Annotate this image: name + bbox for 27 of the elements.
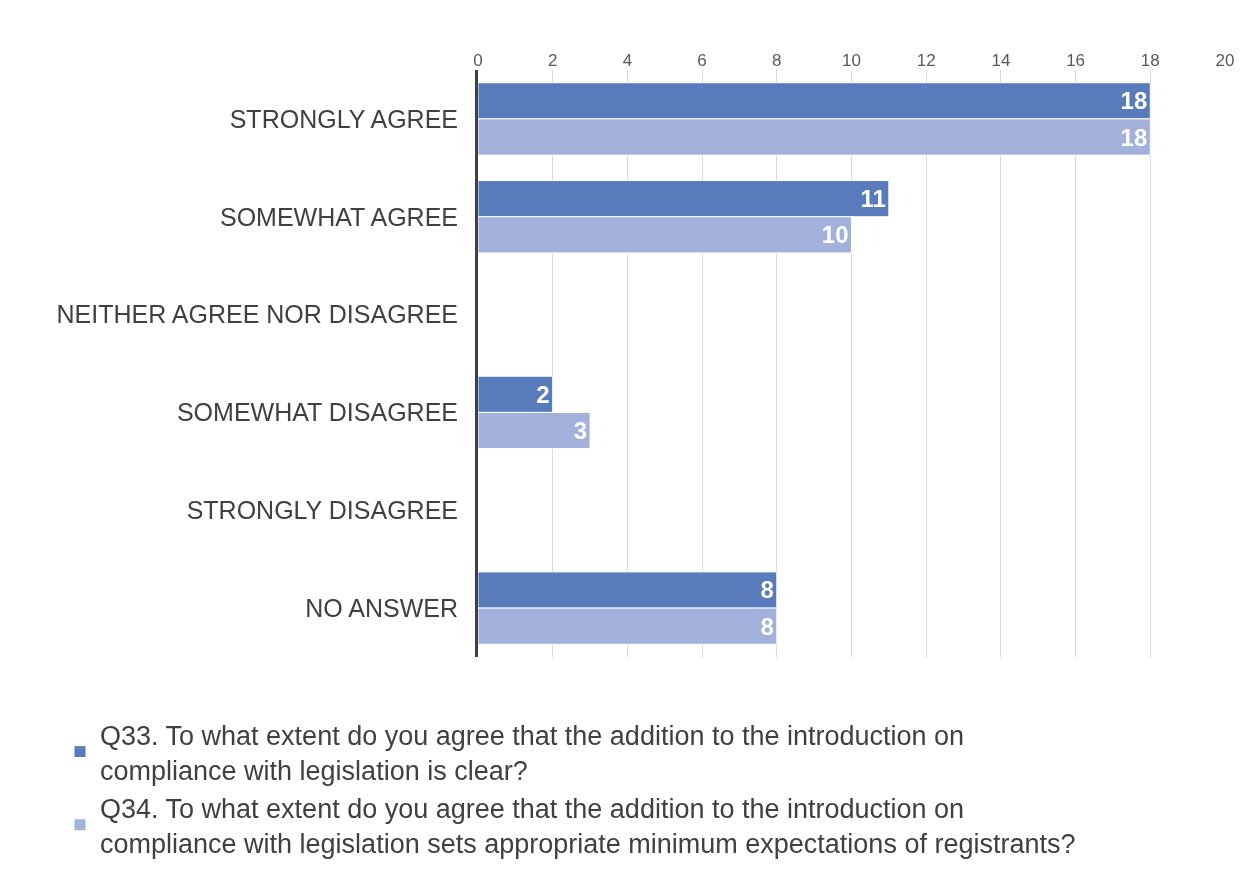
y-tick-label: SOMEWHAT DISAGREE: [176, 398, 458, 427]
y-tick-label: SOMEWHAT AGREE: [219, 202, 458, 231]
x-tick-label: 4: [622, 50, 633, 70]
data-label: 2: [536, 380, 550, 408]
data-label: 8: [760, 612, 774, 640]
x-tick-label: 16: [1066, 50, 1086, 70]
data-label: 8: [760, 576, 774, 604]
x-tick-label: 6: [697, 50, 707, 70]
x-tick-label: 0: [473, 50, 483, 70]
y-tick-label: NEITHER AGREE NOR DISAGREE: [56, 300, 458, 329]
data-label: 10: [821, 221, 849, 249]
data-label: 18: [1120, 123, 1148, 151]
x-tick-label: 14: [991, 50, 1011, 70]
legend-label: Q33. To what extent do you agree that the addition to the introduction on compliance with legislation is clear?: [100, 720, 965, 786]
y-tick-label: STRONGLY AGREE: [229, 104, 458, 133]
data-label: 18: [1120, 87, 1148, 115]
y-tick-label: STRONGLY DISAGREE: [186, 496, 458, 524]
x-tick-label: 18: [1140, 50, 1160, 70]
data-label: 11: [860, 185, 886, 213]
x-tick-label: 20: [1215, 50, 1235, 70]
x-tick-label: 10: [842, 50, 861, 70]
x-tick-label: 8: [772, 50, 782, 70]
x-tick-label: 12: [916, 50, 936, 70]
y-tick-label: NO ANSWER: [305, 593, 458, 622]
data-label: 3: [573, 417, 588, 445]
x-tick-label: 2: [547, 50, 558, 70]
legend-label: Q34. To what extent do you agree that the addition to the introduction on compliance with legislation sets appropriate minimum expectations of registrants?: [100, 793, 1076, 859]
